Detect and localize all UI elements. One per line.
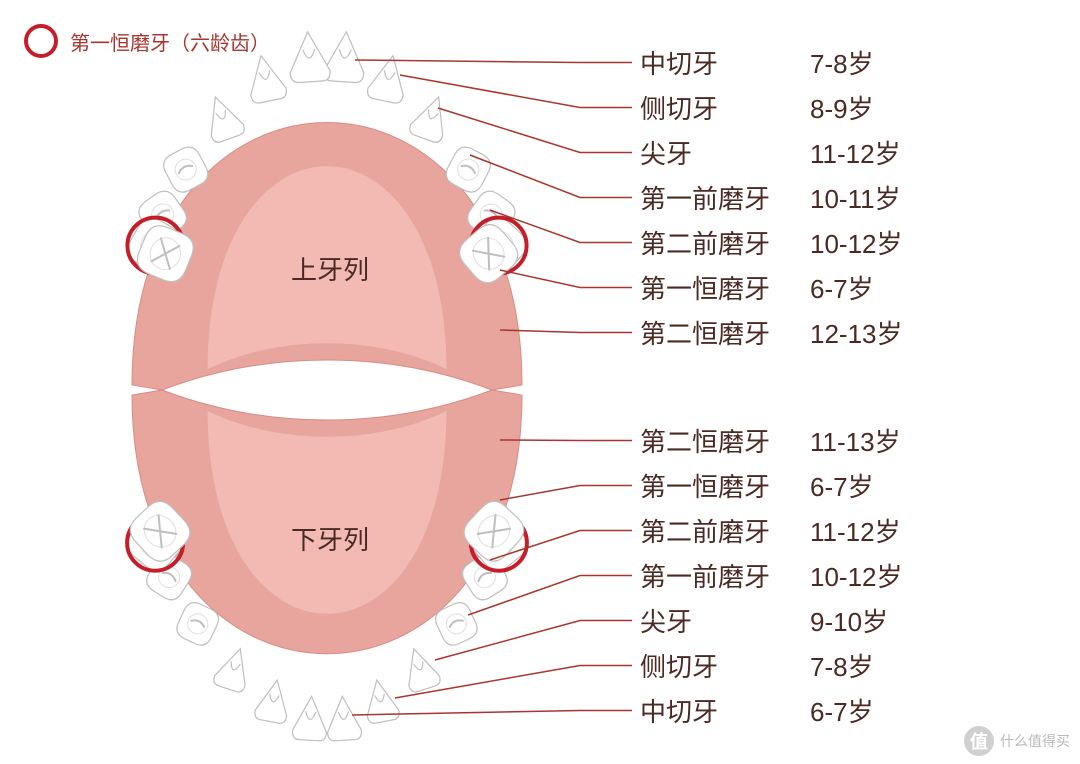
tooth-name: 尖牙	[640, 134, 810, 171]
tooth-info-row: 侧切牙7-8岁	[640, 643, 960, 688]
tooth-name: 第二前磨牙	[640, 224, 810, 261]
tooth-info-row: 第二前磨牙11-12岁	[640, 508, 960, 553]
tooth-name: 第一恒磨牙	[640, 269, 810, 306]
tooth-info-row: 中切牙7-8岁	[640, 40, 960, 85]
tooth-age: 6-7岁	[810, 269, 960, 306]
tooth-info-row: 第一前磨牙10-12岁	[640, 553, 960, 598]
watermark-logo-icon: 值	[964, 726, 994, 756]
tooth-name: 中切牙	[640, 692, 810, 729]
tooth-name: 尖牙	[640, 602, 810, 639]
tooth-info-row: 第一前磨牙10-11岁	[640, 175, 960, 220]
tooth-age: 11-12岁	[810, 134, 960, 171]
tooth-name: 第一前磨牙	[640, 179, 810, 216]
lower-info-column: 第二恒磨牙11-13岁第一恒磨牙6-7岁第二前磨牙11-12岁第一前磨牙10-1…	[640, 418, 960, 733]
tooth-info-row: 中切牙6-7岁	[640, 688, 960, 733]
tooth-name: 第一恒磨牙	[640, 467, 810, 504]
tooth-age: 6-7岁	[810, 692, 960, 729]
tooth-name: 第二恒磨牙	[640, 422, 810, 459]
tooth-name: 第一前磨牙	[640, 557, 810, 594]
tooth-age: 7-8岁	[810, 44, 960, 81]
tooth-info-row: 尖牙9-10岁	[640, 598, 960, 643]
tooth-info-row: 第二恒磨牙11-13岁	[640, 418, 960, 463]
tooth-name: 侧切牙	[640, 89, 810, 126]
tooth-info-row: 侧切牙8-9岁	[640, 85, 960, 130]
tooth-name: 第二恒磨牙	[640, 314, 810, 351]
tooth-age: 11-12岁	[810, 512, 960, 549]
tooth-name: 第二前磨牙	[640, 512, 810, 549]
upper-arch-label: 上牙列	[270, 250, 390, 287]
tooth-info-row: 第二恒磨牙12-13岁	[640, 310, 960, 355]
tooth-info-row: 尖牙11-12岁	[640, 130, 960, 175]
tooth-age: 7-8岁	[810, 647, 960, 684]
watermark-text: 什么值得买	[1000, 731, 1070, 751]
tooth-age: 10-12岁	[810, 557, 960, 594]
tooth-age: 10-11岁	[810, 179, 960, 216]
tooth-age: 6-7岁	[810, 467, 960, 504]
tooth-age: 11-13岁	[810, 422, 960, 459]
tooth-info-row: 第一恒磨牙6-7岁	[640, 463, 960, 508]
watermark: 值 什么值得买	[964, 726, 1070, 756]
tooth-age: 8-9岁	[810, 89, 960, 126]
tooth-age: 10-12岁	[810, 224, 960, 261]
tooth-name: 侧切牙	[640, 647, 810, 684]
upper-info-column: 中切牙7-8岁侧切牙8-9岁尖牙11-12岁第一前磨牙10-11岁第二前磨牙10…	[640, 40, 960, 355]
tooth-info-row: 第一恒磨牙6-7岁	[640, 265, 960, 310]
tooth-info-row: 第二前磨牙10-12岁	[640, 220, 960, 265]
tooth-name: 中切牙	[640, 44, 810, 81]
tooth-age: 9-10岁	[810, 602, 960, 639]
lower-arch-label: 下牙列	[270, 520, 390, 557]
tooth-age: 12-13岁	[810, 314, 960, 351]
